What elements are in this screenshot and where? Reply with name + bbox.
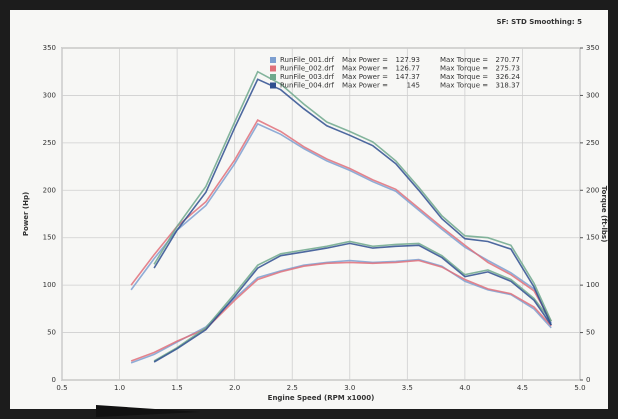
legend-torque-label: Max Torque = bbox=[440, 65, 488, 73]
legend-torque-label: Max Torque = bbox=[440, 82, 488, 90]
y2-tick-label: 200 bbox=[586, 186, 599, 194]
legend-torque-value: 275.73 bbox=[496, 65, 521, 73]
power-line bbox=[153, 242, 552, 363]
legend-name: RunFile_004.drf bbox=[280, 82, 335, 90]
y2-tick-label: 50 bbox=[586, 329, 595, 337]
y2-tick-label: 0 bbox=[586, 376, 590, 384]
x-tick-label: 2.0 bbox=[229, 384, 240, 392]
y2-tick-label: 150 bbox=[586, 234, 599, 242]
torque-line bbox=[153, 78, 552, 326]
legend-power-value: 127.93 bbox=[396, 56, 421, 64]
y-tick-label: 350 bbox=[43, 44, 56, 52]
power-line bbox=[153, 240, 552, 362]
y-tick-label: 150 bbox=[43, 234, 56, 242]
legend-name: RunFile_002.drf bbox=[280, 65, 335, 73]
x-axis-title: Engine Speed (RPM x1000) bbox=[268, 394, 375, 402]
header: SF: STD Smoothing: 5 bbox=[496, 18, 582, 26]
y-tick-label: 300 bbox=[43, 91, 56, 99]
legend-torque-value: 318.37 bbox=[496, 82, 521, 90]
x-tick-label: 4.0 bbox=[459, 384, 470, 392]
legend-power-label: Max Power = bbox=[342, 56, 388, 64]
y-tick-label: 100 bbox=[43, 281, 56, 289]
y2-tick-label: 100 bbox=[586, 281, 599, 289]
x-tick-label: 0.5 bbox=[56, 384, 67, 392]
y-tick-label: 200 bbox=[43, 186, 56, 194]
y-tick-label: 0 bbox=[52, 376, 56, 384]
torque-line bbox=[130, 122, 552, 324]
legend-swatch bbox=[270, 74, 276, 80]
y2-tick-label: 300 bbox=[586, 91, 599, 99]
legend-torque-label: Max Torque = bbox=[440, 73, 488, 81]
y-tick-label: 50 bbox=[47, 329, 56, 337]
arrow-decoration bbox=[96, 405, 200, 417]
legend-swatch bbox=[270, 65, 276, 72]
y2-tick-label: 350 bbox=[586, 44, 599, 52]
legend-torque-label: Max Torque = bbox=[440, 56, 488, 64]
x-tick-label: 5.0 bbox=[574, 384, 585, 392]
x-tick-label: 2.5 bbox=[287, 384, 298, 392]
legend-swatch bbox=[270, 57, 276, 63]
legend-power-value: 126.77 bbox=[396, 65, 421, 73]
x-tick-label: 1.5 bbox=[172, 384, 183, 392]
x-tick-label: 4.5 bbox=[517, 384, 528, 392]
y-tick-label: 250 bbox=[43, 139, 56, 147]
torque-line bbox=[130, 119, 552, 322]
legend-torque-value: 326.24 bbox=[496, 73, 521, 81]
y-axis-title: Power (Hp) bbox=[22, 192, 30, 236]
legend-power-label: Max Power = bbox=[342, 82, 388, 90]
legend-name: RunFile_001.drf bbox=[280, 56, 335, 64]
legend-power-label: Max Power = bbox=[342, 65, 388, 73]
legend-power-value: 147.37 bbox=[396, 73, 421, 81]
y2-axis-title: Torque (ft-lbs) bbox=[600, 186, 608, 243]
legend-power-label: Max Power = bbox=[342, 73, 388, 81]
x-tick-label: 3.5 bbox=[402, 384, 413, 392]
legend-name: RunFile_003.drf bbox=[280, 73, 335, 81]
legend-torque-value: 270.77 bbox=[496, 56, 521, 64]
x-tick-label: 3.0 bbox=[344, 384, 355, 392]
legend-swatch bbox=[270, 82, 276, 89]
torque-line bbox=[153, 70, 552, 322]
legend-power-value: 145 bbox=[407, 82, 420, 90]
y2-tick-label: 250 bbox=[586, 139, 599, 147]
x-tick-label: 1.0 bbox=[114, 384, 125, 392]
paper bbox=[10, 10, 608, 409]
